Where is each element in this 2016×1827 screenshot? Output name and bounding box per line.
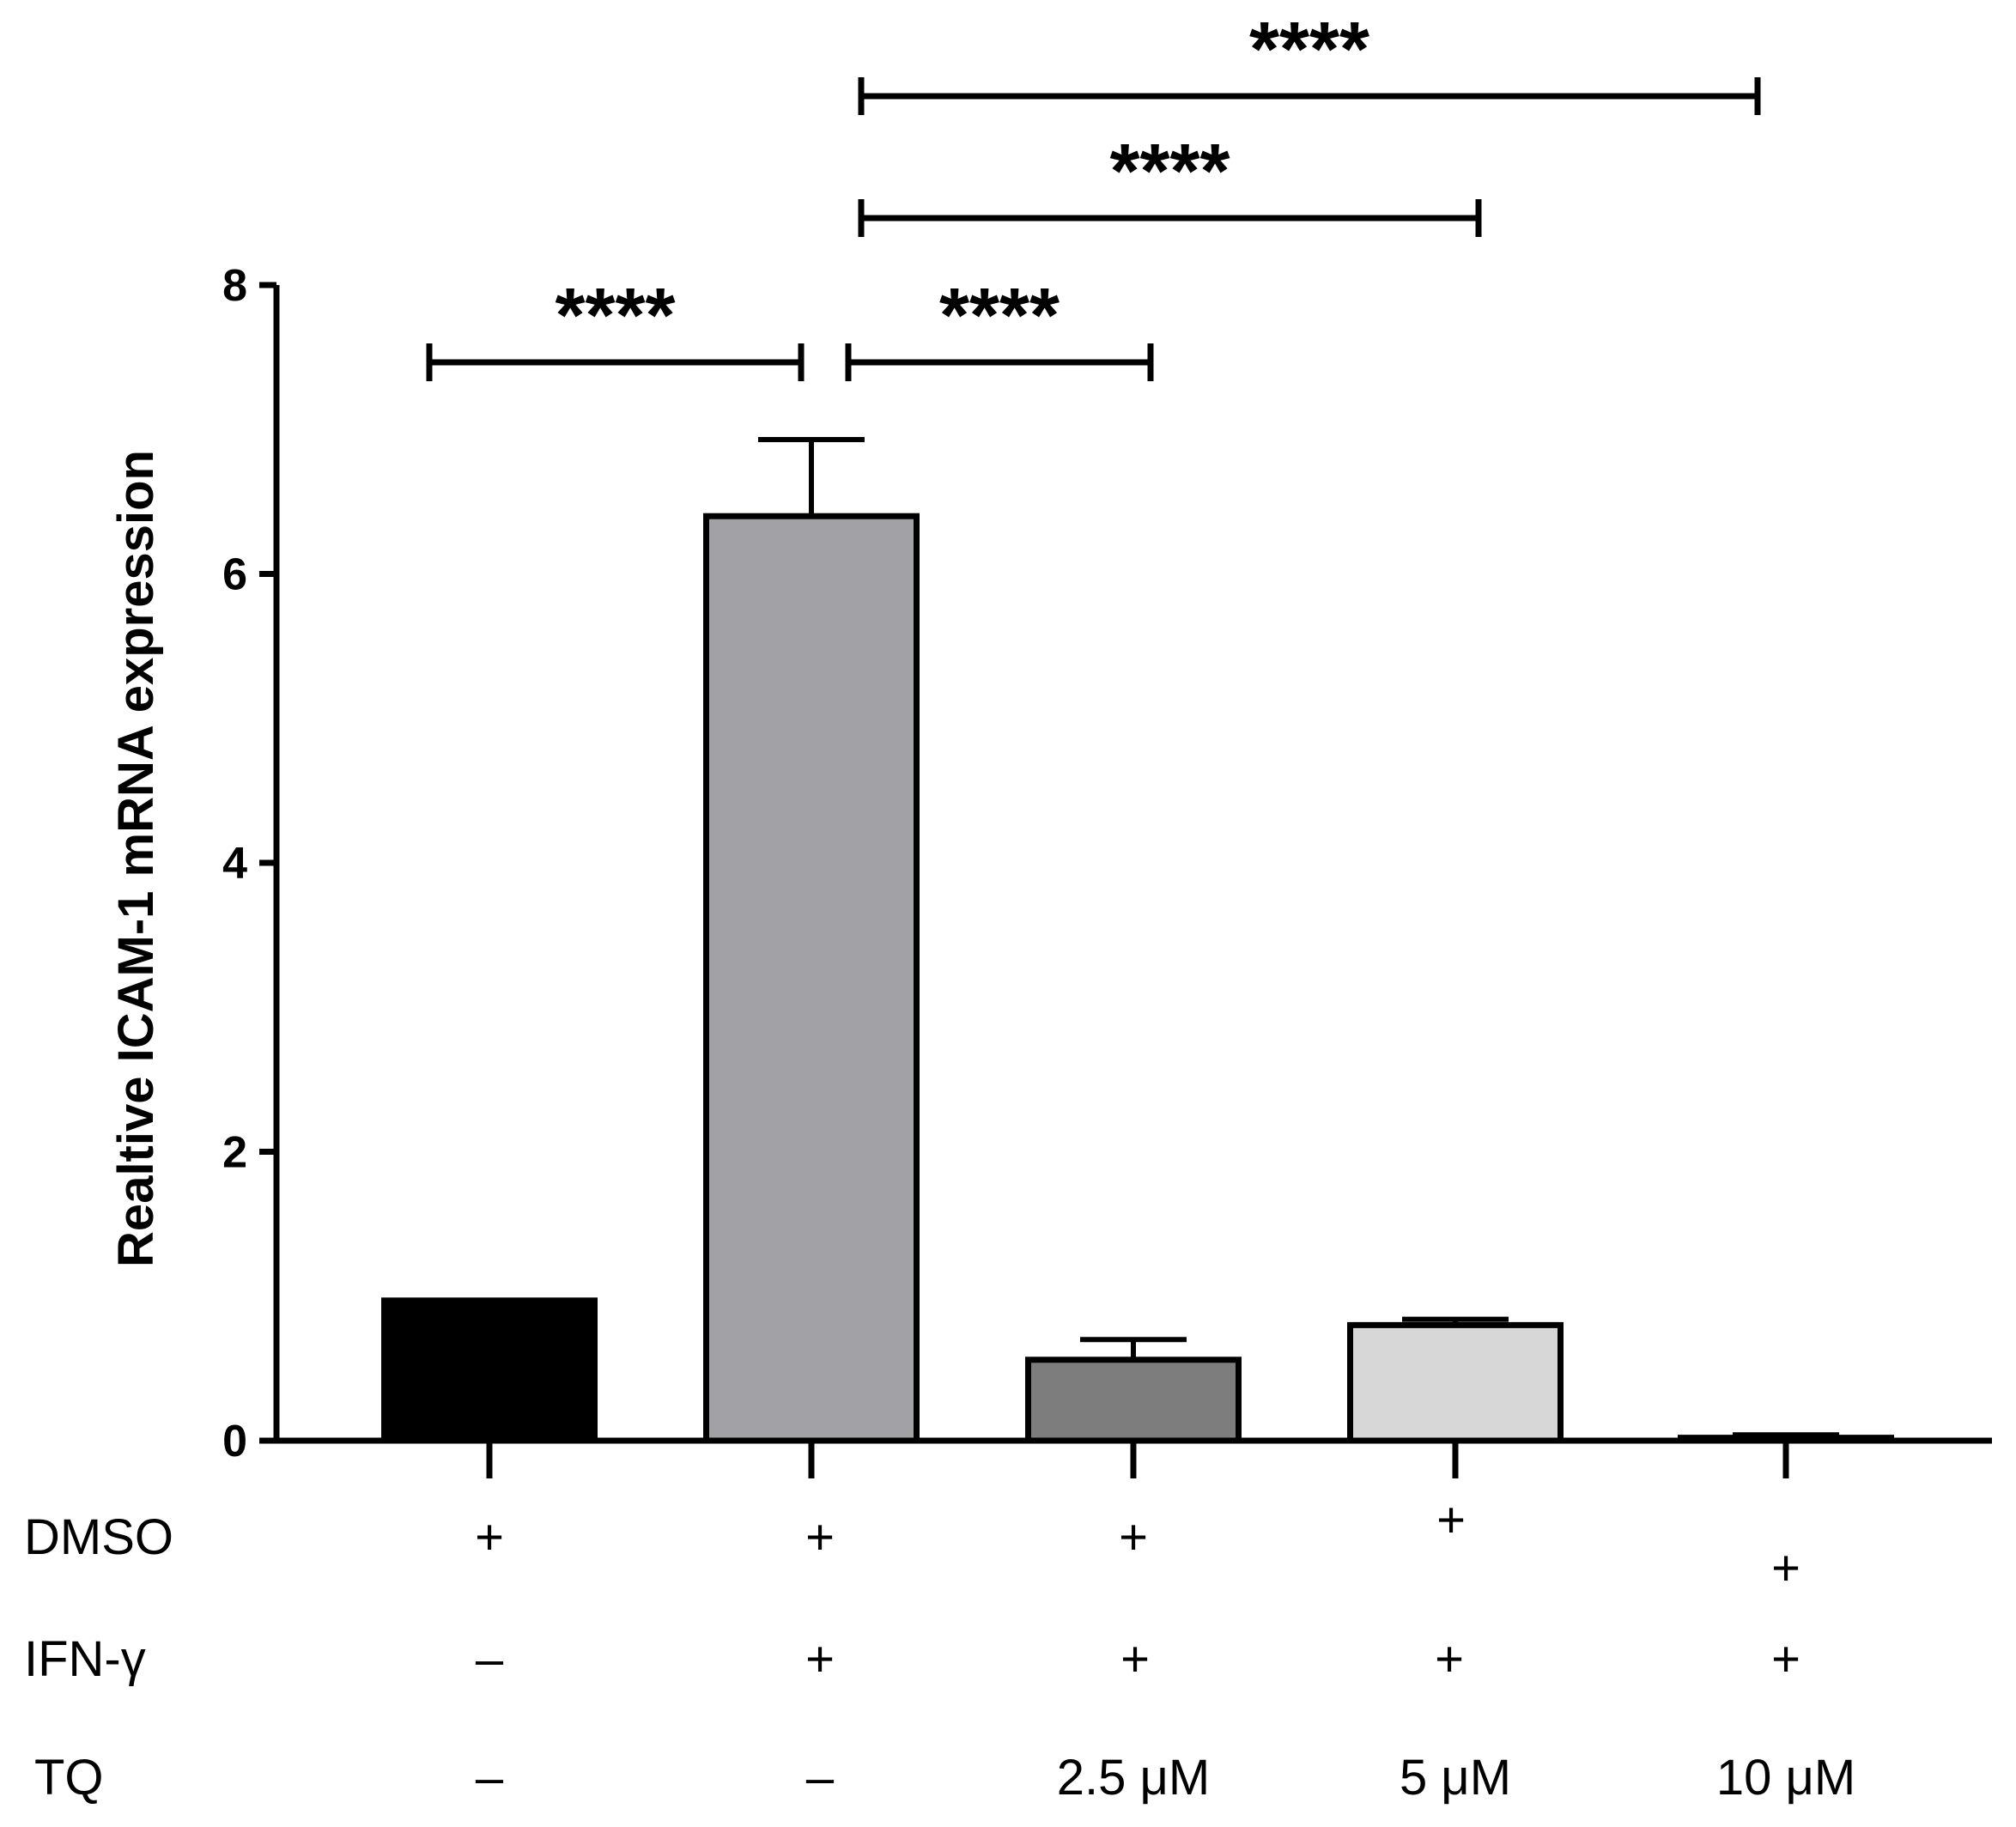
- treatment-value: +: [805, 1631, 835, 1687]
- treatment-value: +: [475, 1509, 504, 1565]
- treatment-value: –: [476, 1750, 504, 1806]
- x-ticks: [486, 1441, 1789, 1478]
- bar-4: [1347, 1321, 1564, 1444]
- treatment-value: +: [1771, 1631, 1800, 1687]
- bar-3: [1025, 1357, 1242, 1444]
- significance-brackets: **** ************: [426, 7, 1761, 381]
- treatment-value: 5 μM: [1400, 1750, 1511, 1806]
- treatment-value: +: [1436, 1492, 1466, 1548]
- bar-1: [381, 1297, 598, 1444]
- treatment-value: +: [805, 1509, 835, 1565]
- treatment-label: TQ: [34, 1750, 104, 1806]
- treatment-label: IFN-γ: [24, 1631, 146, 1687]
- y-tick-label: 0: [222, 1417, 247, 1466]
- treatment-label: DMSO: [24, 1509, 173, 1565]
- treatment-value: 10 μM: [1716, 1750, 1855, 1806]
- treatment-value: +: [1119, 1509, 1148, 1565]
- y-tick-label: 2: [222, 1128, 247, 1178]
- y-ticks: 0 2 4 6 8: [222, 261, 276, 1466]
- y-tick-label: 4: [222, 839, 247, 889]
- bar-2: [703, 513, 920, 1444]
- treatment-value: –: [476, 1631, 504, 1687]
- treatment-value: +: [1771, 1540, 1800, 1596]
- y-axis-title: Realtive ICAM-1 mRNA expression: [108, 450, 164, 1267]
- treatment-value: +: [1120, 1631, 1150, 1687]
- bar-5: [1678, 1435, 1894, 1444]
- treatment-value: 2.5 μM: [1057, 1750, 1210, 1806]
- sig-label: ****: [1249, 7, 1369, 93]
- y-tick-label: 8: [222, 261, 247, 311]
- treatment-value: +: [1435, 1631, 1464, 1687]
- treatment-table: DMSO + + + + + IFN-γ – + + + + TQ – – 2.5 μM 5 μM 10 μM: [24, 1492, 1855, 1806]
- treatment-value: –: [806, 1750, 835, 1806]
- axes: [273, 285, 1992, 1444]
- bars: [381, 437, 1894, 1444]
- sig-label: ****: [939, 273, 1060, 359]
- sig-label: ****: [1109, 129, 1230, 215]
- y-tick-label: 6: [222, 550, 247, 600]
- sig-label: ****: [555, 273, 675, 359]
